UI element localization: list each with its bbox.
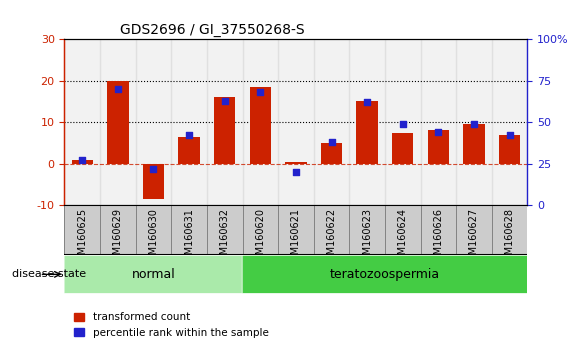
Bar (278, 39, 314, 205)
Bar (285, 162, 306, 164)
Text: GSM160630: GSM160630 (148, 208, 158, 267)
Bar (71, 160, 93, 164)
Legend: transformed count, percentile rank within the sample: transformed count, percentile rank withi… (70, 308, 272, 342)
Text: GSM160625: GSM160625 (77, 208, 87, 267)
Text: GSM160624: GSM160624 (398, 208, 408, 267)
Text: teratozoospermia: teratozoospermia (330, 268, 440, 281)
Text: GSM160622: GSM160622 (326, 208, 336, 267)
Bar (243, 39, 278, 205)
Point (291, 169, 301, 175)
Bar (143, 164, 164, 199)
Text: disease state: disease state (12, 269, 86, 279)
Point (77, 158, 87, 163)
Text: GSM160627: GSM160627 (469, 208, 479, 267)
Bar (349, 39, 385, 205)
FancyBboxPatch shape (242, 255, 528, 293)
Text: GSM160626: GSM160626 (434, 208, 444, 267)
Bar (178, 137, 200, 164)
Text: GSM160632: GSM160632 (220, 208, 230, 267)
Bar (136, 39, 171, 205)
Point (220, 98, 229, 103)
Bar (321, 143, 342, 164)
Bar (356, 101, 378, 164)
Text: GSM160628: GSM160628 (505, 208, 515, 267)
Bar (107, 80, 128, 164)
Text: normal: normal (132, 268, 175, 281)
Bar (392, 132, 414, 164)
Bar (314, 39, 349, 205)
Point (113, 86, 122, 92)
Bar (456, 39, 492, 205)
Text: GDS2696 / GI_37550268-S: GDS2696 / GI_37550268-S (120, 23, 305, 36)
Point (149, 166, 158, 172)
Text: GSM160620: GSM160620 (255, 208, 265, 267)
Point (434, 129, 443, 135)
FancyBboxPatch shape (64, 255, 243, 293)
Point (398, 121, 407, 127)
Bar (499, 135, 520, 164)
Bar (421, 39, 456, 205)
Point (363, 99, 372, 105)
Point (327, 139, 336, 145)
Bar (250, 87, 271, 164)
Bar (385, 39, 421, 205)
Bar (214, 97, 236, 164)
Text: GSM160629: GSM160629 (113, 208, 123, 267)
Text: GSM160621: GSM160621 (291, 208, 301, 267)
Bar (100, 39, 136, 205)
Bar (207, 39, 243, 205)
Text: GSM160623: GSM160623 (362, 208, 372, 267)
Bar (464, 124, 485, 164)
Point (469, 121, 479, 127)
Bar (171, 39, 207, 205)
Point (505, 133, 515, 138)
Bar (64, 39, 100, 205)
Point (255, 89, 265, 95)
Point (185, 133, 194, 138)
Bar (428, 130, 449, 164)
Bar (492, 39, 527, 205)
Text: GSM160631: GSM160631 (184, 208, 194, 267)
